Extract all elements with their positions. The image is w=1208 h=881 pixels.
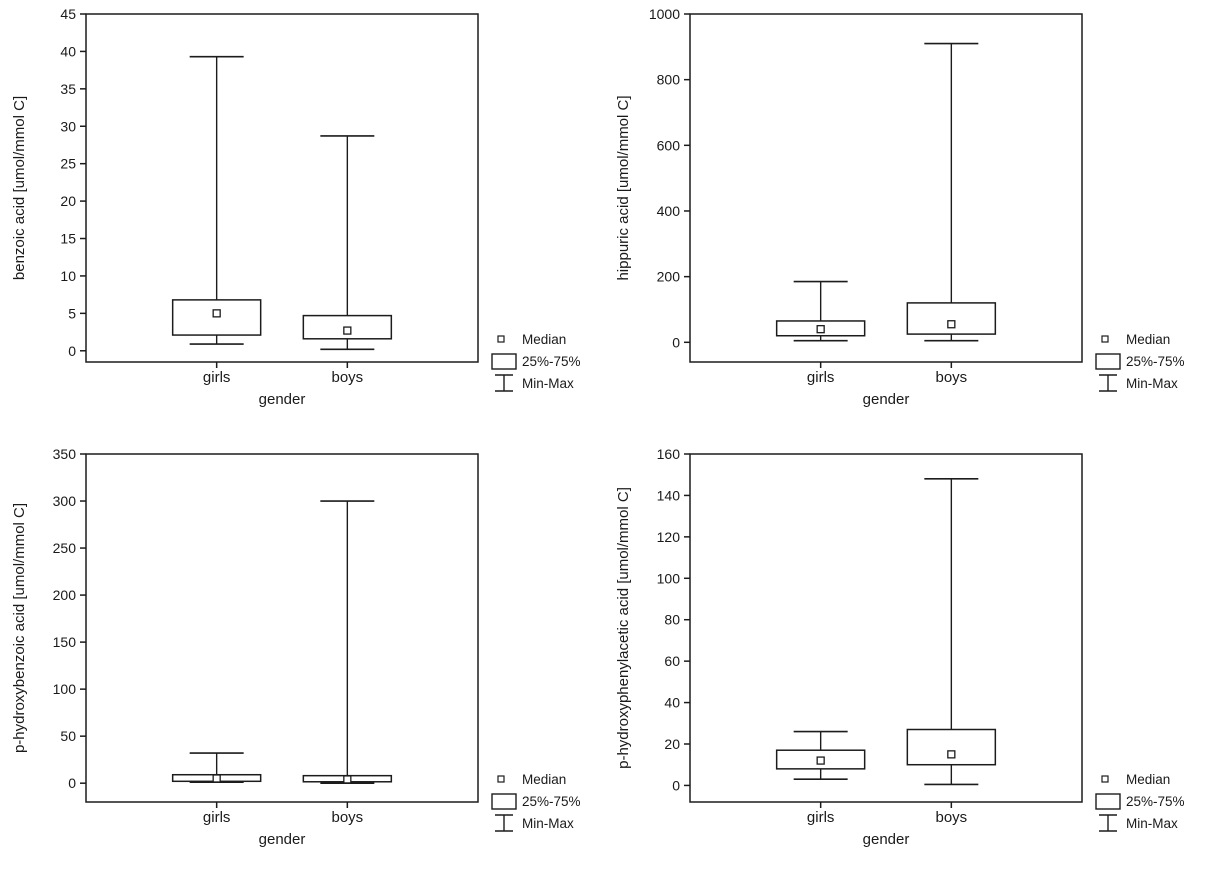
y-tick-label: 160 bbox=[657, 446, 681, 462]
x-category-label: girls bbox=[807, 369, 835, 386]
legend-box-icon bbox=[491, 353, 517, 370]
y-tick-label: 40 bbox=[60, 43, 76, 59]
legend-median-icon bbox=[1101, 335, 1109, 343]
legend-median-label: Median bbox=[1126, 772, 1170, 787]
median-marker bbox=[816, 325, 825, 334]
y-axis-title: hippuric acid [umol/mmol C] bbox=[615, 95, 632, 280]
y-tick-label: 600 bbox=[657, 137, 681, 153]
median-marker bbox=[816, 756, 825, 765]
iqr-box bbox=[906, 302, 997, 335]
plot-area bbox=[85, 453, 479, 803]
y-tick-label: 40 bbox=[664, 695, 680, 711]
x-category-label: girls bbox=[807, 809, 835, 826]
legend-median-icon bbox=[1101, 775, 1109, 783]
y-tick-label: 150 bbox=[53, 634, 77, 650]
y-tick-label: 120 bbox=[657, 529, 681, 545]
y-tick-label: 30 bbox=[60, 118, 76, 134]
plot-area bbox=[689, 453, 1083, 803]
x-axis-title: gender bbox=[863, 831, 910, 848]
y-tick-label: 20 bbox=[664, 736, 680, 752]
x-axis-title: gender bbox=[863, 391, 910, 408]
plot-area bbox=[689, 13, 1083, 363]
y-tick-label: 80 bbox=[664, 612, 680, 628]
legend-box-icon bbox=[1095, 793, 1121, 810]
x-category-label: boys bbox=[331, 809, 363, 826]
legend-median-icon bbox=[497, 775, 505, 783]
chart-p-hydroxyphenylacetic-acid: 0 20 40 60 80 100 120 140 160 girls boys gender p-hy… bbox=[615, 446, 1185, 848]
chart-benzoic-acid: 0 5 10 15 20 25 30 35 40 45 girls boys gender benzoic… bbox=[11, 6, 581, 408]
x-axis-title: gender bbox=[259, 831, 306, 848]
y-tick-label: 45 bbox=[60, 6, 76, 22]
y-tick-label: 0 bbox=[672, 777, 680, 793]
y-tick-label: 15 bbox=[60, 231, 76, 247]
x-axis-title: gender bbox=[259, 391, 306, 408]
x-category-label: boys bbox=[935, 369, 967, 386]
y-tick-label: 10 bbox=[60, 268, 76, 284]
x-category-label: girls bbox=[203, 809, 231, 826]
legend-iqr-label: 25%-75% bbox=[1126, 354, 1185, 369]
median-marker bbox=[212, 774, 221, 783]
legend-box-icon bbox=[491, 793, 517, 810]
y-tick-label: 350 bbox=[53, 446, 77, 462]
legend-minmax-label: Min-Max bbox=[522, 376, 574, 391]
y-tick-label: 0 bbox=[68, 343, 76, 359]
chart-hippuric-acid: 0 200 400 600 800 1000 girls boys gender hippuric… bbox=[615, 6, 1185, 408]
y-tick-label: 0 bbox=[672, 334, 680, 350]
y-tick-label: 800 bbox=[657, 72, 681, 88]
plot-area bbox=[85, 13, 479, 363]
legend-iqr-label: 25%-75% bbox=[1126, 794, 1185, 809]
median-marker bbox=[343, 326, 352, 335]
legend-minmax-label: Min-Max bbox=[522, 816, 574, 831]
median-marker bbox=[212, 309, 221, 318]
y-tick-label: 1000 bbox=[649, 6, 680, 22]
legend-iqr-label: 25%-75% bbox=[522, 354, 581, 369]
legend-minmax-label: Min-Max bbox=[1126, 816, 1178, 831]
y-tick-label: 0 bbox=[68, 775, 76, 791]
y-axis-title: p-hydroxyphenylacetic acid [umol/mmol C] bbox=[615, 487, 632, 769]
y-tick-label: 100 bbox=[53, 681, 77, 697]
y-tick-label: 50 bbox=[60, 728, 76, 744]
y-tick-label: 100 bbox=[657, 570, 681, 586]
y-tick-label: 200 bbox=[53, 587, 77, 603]
legend-minmax-label: Min-Max bbox=[1126, 376, 1178, 391]
y-axis-title: benzoic acid [umol/mmol C] bbox=[11, 96, 28, 280]
y-tick-label: 25 bbox=[60, 156, 76, 172]
median-marker bbox=[947, 750, 956, 759]
y-tick-label: 140 bbox=[657, 487, 681, 503]
y-tick-label: 400 bbox=[657, 203, 681, 219]
y-tick-label: 250 bbox=[53, 540, 77, 556]
median-marker bbox=[947, 320, 956, 329]
y-tick-label: 200 bbox=[657, 269, 681, 285]
x-category-label: boys bbox=[935, 809, 967, 826]
x-category-label: girls bbox=[203, 369, 231, 386]
x-category-label: boys bbox=[331, 369, 363, 386]
legend-median-label: Median bbox=[522, 772, 566, 787]
y-axis-title: p-hydroxybenzoic acid [umol/mmol C] bbox=[11, 503, 28, 753]
y-tick-label: 60 bbox=[664, 653, 680, 669]
legend-iqr-label: 25%-75% bbox=[522, 794, 581, 809]
y-tick-label: 20 bbox=[60, 193, 76, 209]
legend-median-label: Median bbox=[522, 332, 566, 347]
legend-box-icon bbox=[1095, 353, 1121, 370]
y-tick-label: 300 bbox=[53, 493, 77, 509]
y-tick-label: 5 bbox=[68, 305, 76, 321]
legend-median-icon bbox=[497, 335, 505, 343]
median-marker bbox=[343, 775, 352, 784]
legend-median-label: Median bbox=[1126, 332, 1170, 347]
chart-p-hydroxybenzoic-acid: 0 50 100 150 200 250 300 350 girls boys gender p-hy… bbox=[11, 446, 581, 848]
y-tick-label: 35 bbox=[60, 81, 76, 97]
iqr-box bbox=[906, 728, 997, 766]
